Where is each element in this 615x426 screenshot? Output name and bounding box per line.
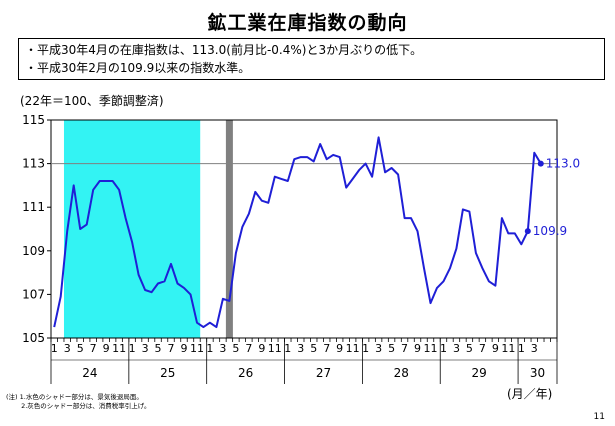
summary-bullet-2: ・平成30年2月の109.9以来の指数水準。 [25, 61, 251, 75]
x-year-label: 25 [160, 366, 175, 380]
footnote-1: (注) 1.水色のシャドー部分は、景気後退局面。 [6, 393, 143, 401]
x-month-label: 9 [180, 342, 187, 355]
x-month-label: 5 [466, 342, 473, 355]
summary-box: ・平成30年4月の在庫指数は、113.0(前月比-0.4%)と3か月ぶりの低下。… [18, 38, 605, 80]
x-month-label: 1 [362, 342, 369, 355]
x-month-label: 1 [440, 342, 447, 355]
x-month-label: 7 [245, 342, 252, 355]
annotation-point [537, 160, 544, 167]
x-month-label: 3 [375, 342, 382, 355]
x-month-label: 9 [258, 342, 265, 355]
x-month-label: 3 [219, 342, 226, 355]
y-tick-label: 105 [22, 331, 45, 345]
y-tick-label: 107 [22, 287, 45, 301]
x-month-label: 1 [51, 342, 58, 355]
annotation-label: 109.9 [533, 224, 567, 238]
inventory-index-line [53, 136, 542, 329]
annotation-label: 113.0 [546, 157, 580, 171]
x-month-label: 5 [155, 342, 162, 355]
x-month-label: 3 [142, 342, 149, 355]
x-year-label: 27 [316, 366, 331, 380]
y-tick-label: 111 [22, 200, 45, 214]
summary-bullet-1: ・平成30年4月の在庫指数は、113.0(前月比-0.4%)と3か月ぶりの低下。 [25, 43, 423, 57]
page-title: 鉱工業在庫指数の動向 [207, 12, 408, 34]
x-month-label: 11 [346, 342, 360, 355]
x-month-label: 1 [284, 342, 291, 355]
y-tick-label: 113 [22, 157, 45, 171]
x-month-label: 7 [90, 342, 97, 355]
axis-unit-label: (月／年) [507, 387, 553, 401]
x-year-label: 26 [238, 366, 253, 380]
recession-shade [63, 120, 201, 338]
x-month-label: 9 [336, 342, 343, 355]
x-month-label: 5 [77, 342, 84, 355]
x-month-label: 7 [168, 342, 175, 355]
x-month-label: 11 [190, 342, 204, 355]
x-month-label: 11 [424, 342, 438, 355]
x-month-label: 7 [479, 342, 486, 355]
x-year-label: 30 [530, 366, 545, 380]
x-month-label: 5 [310, 342, 317, 355]
x-month-label: 1 [518, 342, 525, 355]
page-number: 11 [593, 412, 605, 422]
x-month-label: 3 [64, 342, 71, 355]
x-year-label: 29 [472, 366, 487, 380]
footnote-2: 2.灰色のシャドー部分は、消費税率引上げ。 [6, 402, 151, 410]
x-month-label: 5 [232, 342, 239, 355]
x-month-label: 3 [531, 342, 538, 355]
x-month-label: 1 [206, 342, 213, 355]
x-month-label: 3 [453, 342, 460, 355]
x-year-label: 28 [394, 366, 409, 380]
x-month-label: 11 [112, 342, 126, 355]
x-month-label: 1 [129, 342, 136, 355]
x-month-label: 9 [492, 342, 499, 355]
x-month-label: 11 [268, 342, 282, 355]
x-month-label: 7 [401, 342, 408, 355]
annotation-point [524, 228, 531, 235]
x-year-label: 24 [82, 366, 97, 380]
x-month-label: 11 [501, 342, 515, 355]
tax-hike-shade [225, 120, 233, 338]
x-month-label: 7 [323, 342, 330, 355]
x-month-label: 9 [103, 342, 110, 355]
x-month-label: 5 [388, 342, 395, 355]
footnotes: (注) 1.水色のシャドー部分は、景気後退局面。 2.灰色のシャドー部分は、消費… [6, 393, 150, 411]
index-base-label: (22年＝100、季節調整済) [20, 94, 164, 108]
x-month-label: 9 [414, 342, 421, 355]
y-tick-label: 115 [22, 113, 45, 127]
y-tick-label: 109 [22, 244, 45, 258]
x-month-label: 3 [297, 342, 304, 355]
